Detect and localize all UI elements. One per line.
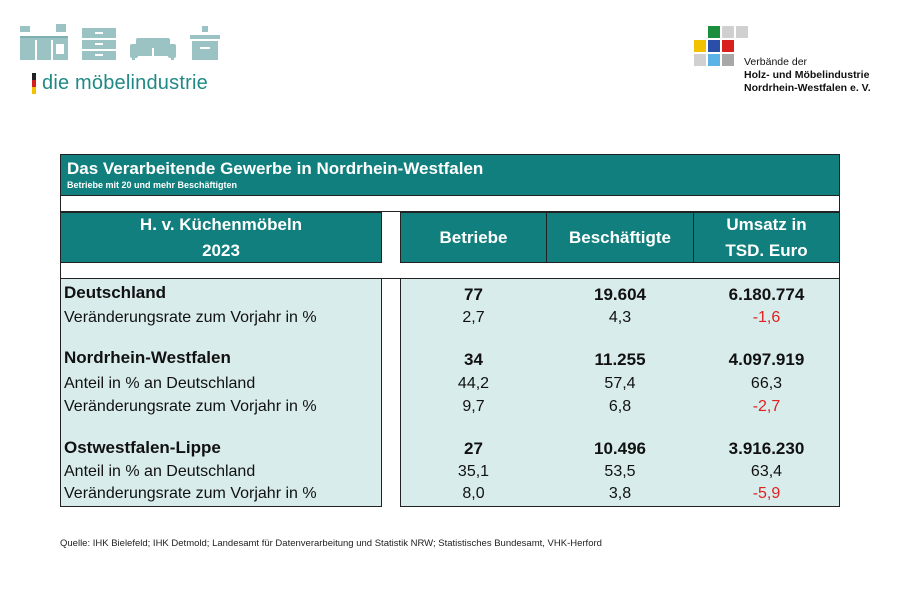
furniture-icons [20, 24, 220, 60]
cell-umsatz: 66,3 [750, 375, 783, 392]
row-label: Veränderungsrate zum Vorjahr in % [64, 309, 317, 326]
cell-beschaeftigte: 57,4 [604, 375, 636, 392]
cell-betriebe: 27 [464, 439, 483, 458]
cabinet-icon [82, 28, 116, 60]
row-label: Veränderungsrate zum Vorjahr in % [64, 485, 317, 502]
table-subtitle: Betriebe mit 20 und mehr Beschäftigten [67, 180, 238, 190]
cell-betriebe: 35,1 [457, 463, 490, 480]
cell-betriebe: 2,7 [462, 309, 485, 326]
row-label: Veränderungsrate zum Vorjahr in % [64, 398, 317, 415]
cell-betriebe: 9,7 [462, 398, 485, 415]
association-line: Holz- und Möbelindustrie [744, 69, 870, 81]
betriebe-column-header: Betriebe [400, 212, 547, 263]
cell-beschaeftigte: 53,5 [604, 463, 636, 480]
association-line: Nordrhein-Westfalen e. V. [744, 82, 871, 94]
cell-beschaeftigte: 19.604 [594, 285, 646, 304]
association-line: Verbände der [744, 56, 808, 68]
cell-beschaeftigte: 11.255 [594, 350, 646, 369]
cell-umsatz: 3.916.230 [728, 439, 805, 458]
cell-beschaeftigte: 6,8 [608, 398, 632, 415]
cell-umsatz: 6.180.774 [728, 285, 805, 304]
divider [60, 196, 840, 212]
cell-betriebe: 34 [464, 350, 483, 369]
association-name: Verbände der Holz- und Möbelindustrie No… [744, 56, 871, 95]
cell-betriebe: 44,2 [457, 375, 490, 392]
divider [60, 263, 840, 279]
row-label: Anteil in % an Deutschland [64, 375, 256, 392]
brand-name: die möbelindustrie [42, 72, 208, 94]
sofa-icon [130, 38, 176, 60]
umsatz-column-header: Umsatz in TSD. Euro [693, 212, 840, 263]
cell-betriebe: 8,0 [462, 485, 485, 502]
cell-umsatz: 63,4 [750, 463, 783, 480]
row-label: Nordrhein-Westfalen [64, 348, 231, 367]
cell-umsatz: -2,7 [752, 398, 781, 415]
table-title-bar: Das Verarbeitende Gewerbe in Nordrhein-W… [60, 154, 840, 196]
german-flag-icon [32, 72, 36, 95]
cell-beschaeftigte: 3,8 [608, 485, 632, 502]
cell-beschaeftigte: 4,3 [608, 309, 632, 326]
brand: die möbelindustrie [32, 72, 208, 95]
table-body-labels [60, 278, 382, 507]
row-label: Deutschland [64, 283, 167, 302]
table-body-values [400, 278, 840, 507]
cell-betriebe: 77 [464, 285, 483, 304]
row-label: Ostwestfalen-Lippe [64, 438, 221, 457]
label-column-header: H. v. Küchenmöbeln 2023 [60, 212, 382, 263]
table-title: Das Verarbeitende Gewerbe in Nordrhein-W… [67, 159, 484, 178]
row-label: Anteil in % an Deutschland [64, 463, 256, 480]
source-note: Quelle: IHK Bielefeld; IHK Detmold; Land… [60, 538, 602, 549]
association-logo [694, 26, 748, 66]
umsatz-header-line: Umsatz in [726, 214, 807, 234]
kitchen-icon [20, 24, 68, 60]
label-header-line: H. v. Küchenmöbeln [139, 214, 303, 234]
washbasin-icon [190, 26, 220, 60]
cell-umsatz: -1,6 [752, 309, 781, 326]
label-header-line: 2023 [202, 240, 240, 260]
cell-umsatz: -5,9 [752, 485, 781, 502]
umsatz-header-line: TSD. Euro [725, 240, 808, 260]
cell-beschaeftigte: 10.496 [594, 439, 646, 458]
cell-umsatz: 4.097.919 [728, 350, 805, 369]
beschaeftigte-column-header: Beschäftigte [546, 212, 694, 263]
